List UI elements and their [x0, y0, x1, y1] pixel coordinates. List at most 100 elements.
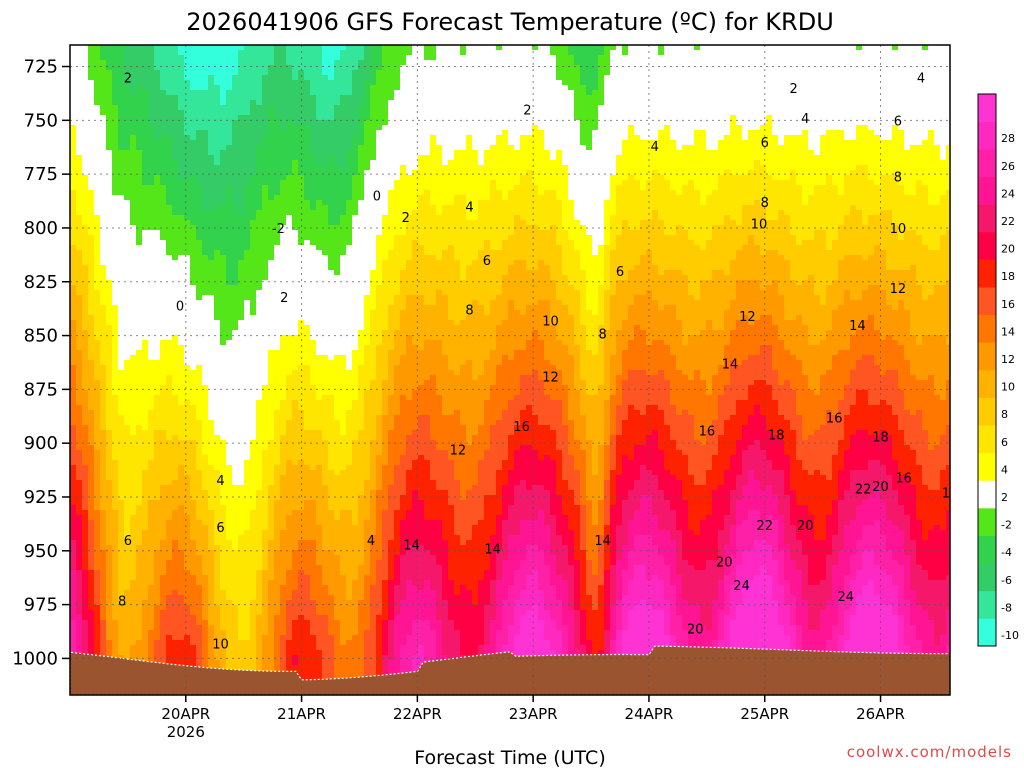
- heat-cell: [100, 235, 107, 241]
- heat-cell: [166, 325, 173, 331]
- heat-cell: [256, 515, 263, 521]
- heat-cell: [232, 50, 239, 56]
- heat-cell: [178, 410, 185, 416]
- heat-cell: [118, 205, 125, 211]
- heat-cell: [130, 510, 137, 516]
- heat-cell: [226, 460, 233, 466]
- heat-cell: [154, 125, 161, 131]
- heat-cell: [142, 140, 149, 146]
- heat-cell: [232, 125, 239, 131]
- heat-cell: [190, 355, 197, 361]
- heat-cell: [292, 465, 299, 471]
- heat-cell: [250, 330, 257, 336]
- heat-cell: [106, 95, 113, 101]
- heat-cell: [130, 125, 137, 131]
- heat-cell: [130, 160, 137, 166]
- heat-cell: [286, 605, 293, 611]
- heat-cell: [190, 330, 197, 336]
- heat-cell: [214, 660, 221, 666]
- heat-cell: [136, 555, 143, 561]
- heat-cell: [238, 165, 245, 171]
- heat-cell: [292, 655, 299, 661]
- heat-cell: [142, 510, 149, 516]
- heat-cell: [82, 290, 89, 296]
- heat-cell: [94, 275, 101, 281]
- heat-cell: [232, 110, 239, 116]
- heat-cell: [250, 480, 257, 486]
- heat-cell: [268, 365, 275, 371]
- heat-cell: [196, 425, 203, 431]
- heat-cell: [124, 80, 131, 86]
- heat-cell: [148, 470, 155, 476]
- heat-cell: [76, 240, 83, 246]
- heat-cell: [226, 290, 233, 296]
- heat-cell: [196, 615, 203, 621]
- heat-cell: [82, 210, 89, 216]
- heat-cell: [82, 250, 89, 256]
- heat-cell: [100, 350, 107, 356]
- heat-cell: [70, 120, 77, 126]
- heat-cell: [238, 60, 245, 66]
- heat-cell: [100, 330, 107, 336]
- heat-cell: [178, 405, 185, 411]
- heat-cell: [226, 435, 233, 441]
- heat-cell: [166, 580, 173, 586]
- heat-cell: [166, 90, 173, 96]
- heat-cell: [166, 460, 173, 466]
- heat-cell: [172, 180, 179, 186]
- heat-cell: [118, 375, 125, 381]
- heat-cell: [178, 530, 185, 536]
- heat-cell: [130, 380, 137, 386]
- heat-cell: [196, 400, 203, 406]
- heat-cell: [268, 105, 275, 111]
- chart-title: 2026041906 GFS Forecast Temperature (ºC)…: [186, 8, 834, 36]
- heat-cell: [232, 500, 239, 506]
- heat-cell: [280, 90, 287, 96]
- heat-cell: [268, 600, 275, 606]
- heat-cell: [208, 610, 215, 616]
- heat-cell: [148, 190, 155, 196]
- heat-cell: [280, 225, 287, 231]
- heat-cell: [76, 610, 83, 616]
- heat-cell: [250, 490, 257, 496]
- heat-cell: [238, 345, 245, 351]
- heat-cell: [244, 540, 251, 546]
- heat-cell: [208, 625, 215, 631]
- heat-cell: [244, 535, 251, 541]
- heat-cell: [286, 560, 293, 566]
- heat-cell: [136, 550, 143, 556]
- heat-cell: [142, 650, 149, 656]
- heat-cell: [268, 350, 275, 356]
- heat-cell: [106, 350, 113, 356]
- heat-cell: [256, 385, 263, 391]
- heat-cell: [100, 510, 107, 516]
- heat-cell: [160, 240, 167, 246]
- heat-cell: [226, 55, 233, 61]
- heat-cell: [250, 255, 257, 261]
- heat-cell: [136, 235, 143, 241]
- heat-cell: [226, 135, 233, 141]
- heat-cell: [286, 70, 293, 76]
- heat-cell: [184, 370, 191, 376]
- heat-cell: [130, 115, 137, 121]
- heat-cell: [208, 295, 215, 301]
- heat-cell: [112, 540, 119, 546]
- heat-cell: [118, 125, 125, 131]
- heat-cell: [292, 50, 299, 56]
- heat-cell: [214, 275, 221, 281]
- heat-cell: [262, 640, 269, 646]
- heat-cell: [154, 315, 161, 321]
- heat-cell: [238, 460, 245, 466]
- heat-cell: [298, 120, 305, 126]
- heat-cell: [286, 635, 293, 641]
- heat-cell: [268, 210, 275, 216]
- heat-cell: [82, 380, 89, 386]
- heat-cell: [88, 115, 95, 121]
- heat-cell: [220, 155, 227, 161]
- heat-cell: [268, 645, 275, 651]
- heat-cell: [118, 420, 125, 426]
- heat-cell: [76, 480, 83, 486]
- heat-cell: [106, 230, 113, 236]
- heat-cell: [118, 55, 125, 61]
- heat-cell: [226, 610, 233, 616]
